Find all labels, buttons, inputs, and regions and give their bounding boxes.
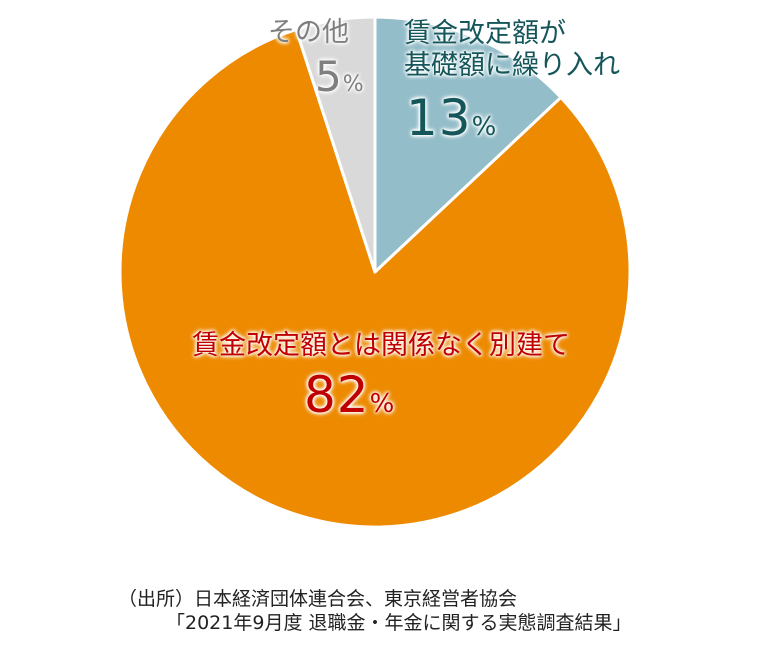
value-number: 13 [406, 89, 472, 147]
value-number: 5 [315, 52, 343, 101]
value-number: 82 [304, 366, 370, 424]
value-unit: % [369, 389, 395, 419]
source-line-2: 「2021年9月度 退職金・年金に関する実態調査結果」 [166, 612, 632, 634]
slice-value-separate: 82% [304, 365, 394, 425]
slice-label-separate: 賃金改定額とは関係なく別建て [192, 330, 570, 361]
value-unit: % [471, 112, 497, 142]
label-line: 基礎額に繰り入れ [404, 50, 620, 82]
slice-label-base: 賃金改定額が 基礎額に繰り入れ [404, 18, 620, 83]
pie-slice-0 [373, 15, 563, 274]
slice-label-other: その他 [268, 17, 349, 48]
pie-slice-1 [118, 27, 632, 529]
value-unit: % [342, 72, 364, 97]
slice-value-other: 5% [315, 52, 364, 102]
source-line-1: （出所）日本経済団体連合会、東京経営者協会 [118, 588, 518, 610]
pie-slice-2 [294, 15, 377, 274]
label-line: 賃金改定額が [404, 18, 566, 49]
slice-value-base: 13% [406, 88, 496, 148]
